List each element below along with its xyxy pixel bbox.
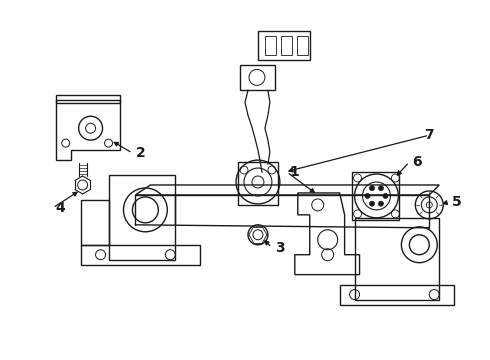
Circle shape xyxy=(383,193,388,198)
Text: 6: 6 xyxy=(413,155,422,169)
Text: 7: 7 xyxy=(424,128,434,142)
Circle shape xyxy=(378,201,384,206)
Text: 2: 2 xyxy=(136,146,145,160)
Circle shape xyxy=(365,193,370,198)
Circle shape xyxy=(369,201,374,206)
Text: 5: 5 xyxy=(452,195,462,209)
Text: 3: 3 xyxy=(275,241,285,255)
Circle shape xyxy=(369,186,374,191)
Text: 4: 4 xyxy=(56,201,66,215)
Text: 1: 1 xyxy=(290,165,300,179)
Circle shape xyxy=(378,186,384,191)
